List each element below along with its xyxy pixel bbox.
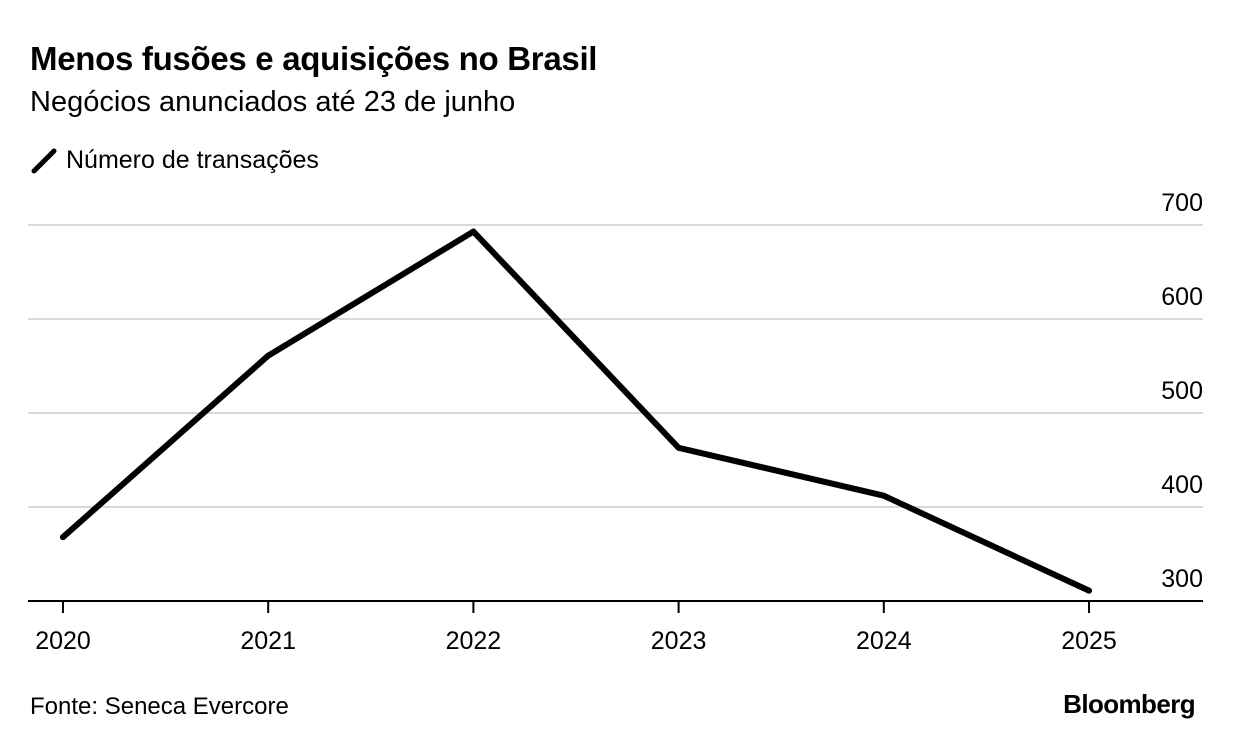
bloomberg-logo: Bloomberg (1063, 689, 1195, 719)
data-point-2025 (1086, 587, 1092, 594)
y-tick-label-600: 600 (1161, 283, 1203, 311)
data-point-2020 (60, 534, 66, 541)
y-tick-label-300: 300 (1161, 565, 1203, 593)
y-axis-ticks: 300 400 500 600 700 (1161, 189, 1203, 593)
x-axis-ticks: 2020 2021 2022 2023 2024 2025 (35, 601, 1117, 655)
data-point-2022 (470, 228, 477, 235)
legend-line-icon (31, 148, 57, 173)
y-tick-label-500: 500 (1161, 377, 1203, 405)
gridlines (28, 224, 1203, 508)
series-line-0 (60, 228, 1092, 594)
data-point-2023 (675, 444, 682, 451)
legend-label: Número de transações (66, 146, 319, 174)
data-point-2024 (880, 492, 887, 499)
x-tick-label-2022: 2022 (446, 627, 502, 655)
chart-title: Menos fusões e aquisições no Brasil (30, 40, 598, 77)
x-tick-label-2025: 2025 (1061, 627, 1117, 655)
line-chart: 300 400 500 600 700 2020 2021 2022 2023 2024 2025 (28, 189, 1203, 655)
legend: Número de transações (30, 146, 319, 175)
y-tick-label-700: 700 (1161, 189, 1203, 217)
y-tick-label-400: 400 (1161, 471, 1203, 499)
x-tick-label-2021: 2021 (240, 627, 296, 655)
x-tick-label-2024: 2024 (856, 627, 912, 655)
x-tick-label-2023: 2023 (651, 627, 707, 655)
x-tick-label-2020: 2020 (35, 627, 91, 655)
source-note: Fonte: Seneca Evercore (30, 693, 289, 720)
chart-subtitle: Negócios anunciados até 23 de junho (30, 86, 516, 118)
data-point-2021 (265, 352, 272, 359)
series (60, 228, 1092, 594)
